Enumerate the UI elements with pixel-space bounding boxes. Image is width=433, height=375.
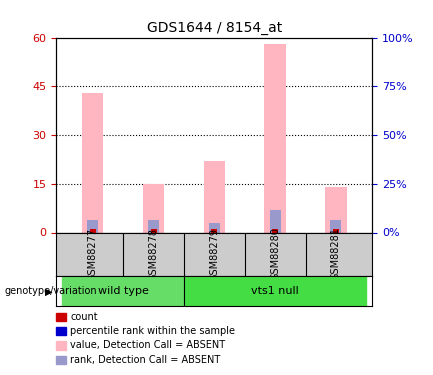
Text: value, Detection Call = ABSENT: value, Detection Call = ABSENT: [70, 340, 225, 350]
Text: wild type: wild type: [98, 286, 149, 296]
Bar: [151, 229, 157, 232]
Text: percentile rank within the sample: percentile rank within the sample: [70, 326, 235, 336]
Text: GSM88281: GSM88281: [331, 228, 341, 280]
Bar: [82, 93, 103, 232]
Text: genotype/variation: genotype/variation: [4, 286, 97, 296]
Bar: [333, 229, 339, 232]
Bar: [56, 313, 66, 321]
Bar: [204, 161, 225, 232]
Bar: [143, 184, 164, 232]
Text: GSM88278: GSM88278: [149, 228, 158, 280]
Bar: [270, 210, 281, 232]
Bar: [325, 187, 346, 232]
Text: vts1 null: vts1 null: [251, 286, 299, 296]
Bar: [209, 223, 220, 232]
Text: GSM88279: GSM88279: [209, 228, 220, 280]
Bar: [148, 219, 159, 232]
Bar: [265, 44, 286, 232]
Title: GDS1644 / 8154_at: GDS1644 / 8154_at: [147, 21, 282, 35]
Bar: [87, 219, 98, 232]
Bar: [184, 276, 366, 306]
Bar: [62, 276, 184, 306]
Bar: [330, 219, 341, 232]
Bar: [90, 229, 96, 232]
Bar: [56, 327, 66, 335]
Text: count: count: [70, 312, 98, 322]
Bar: [56, 341, 66, 350]
Text: GSM88280: GSM88280: [270, 228, 280, 280]
Bar: [56, 356, 66, 364]
Text: rank, Detection Call = ABSENT: rank, Detection Call = ABSENT: [70, 355, 220, 364]
Text: GSM88277: GSM88277: [88, 228, 98, 280]
Bar: [211, 229, 217, 232]
Bar: [272, 229, 278, 232]
Text: ▶: ▶: [45, 286, 53, 296]
